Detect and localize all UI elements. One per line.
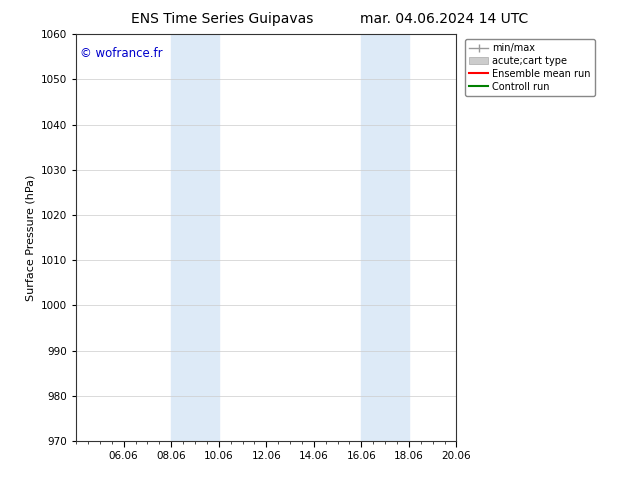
Legend: min/max, acute;cart type, Ensemble mean run, Controll run: min/max, acute;cart type, Ensemble mean … [465, 39, 595, 96]
Text: mar. 04.06.2024 14 UTC: mar. 04.06.2024 14 UTC [359, 12, 528, 26]
Text: © wofrance.fr: © wofrance.fr [80, 47, 162, 59]
Text: ENS Time Series Guipavas: ENS Time Series Guipavas [131, 12, 313, 26]
Bar [361, 34, 409, 441]
Bar [171, 34, 219, 441]
Y-axis label: Surface Pressure (hPa): Surface Pressure (hPa) [25, 174, 36, 301]
